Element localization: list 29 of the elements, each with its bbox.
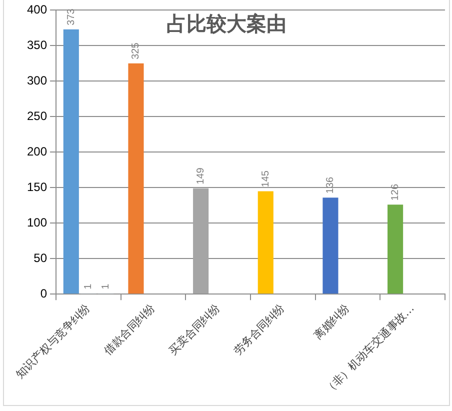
bar <box>322 198 338 294</box>
x-tick-label: 离婚纠纷 <box>312 302 352 342</box>
y-tick-label: 50 <box>34 250 48 265</box>
y-tick-label: 400 <box>26 2 48 17</box>
x-tick-label: 知识产权与竞争纠纷 <box>13 302 93 381</box>
data-label: 373 <box>66 8 77 26</box>
data-label: 126 <box>390 184 402 201</box>
data-label: 136 <box>325 176 336 194</box>
y-tick-label: 100 <box>26 215 48 230</box>
y-tick-label: 300 <box>26 73 48 88</box>
y-tick-label: 150 <box>26 180 48 194</box>
x-tick-label: 借款合同纠纷 <box>102 302 158 358</box>
y-tick-label: 0 <box>40 286 48 300</box>
bar <box>388 204 404 294</box>
y-tick-label: 200 <box>26 144 48 158</box>
x-tick-label: 买卖合同纠纷 <box>166 302 222 358</box>
bar <box>63 29 79 294</box>
data-label: 1 <box>83 283 94 290</box>
bar <box>193 188 209 294</box>
data-label: 149 <box>196 167 207 184</box>
data-label: 325 <box>130 42 142 60</box>
y-tick-label: 350 <box>26 38 48 52</box>
bar <box>258 191 274 294</box>
bar <box>128 63 144 294</box>
y-tick-label: 250 <box>26 108 48 123</box>
data-label: 1 <box>100 283 112 290</box>
x-tick-label: 劳务合同纠纷 <box>231 302 288 358</box>
data-label: 145 <box>260 170 272 188</box>
chart-title: 占比较大案由 <box>166 12 286 36</box>
